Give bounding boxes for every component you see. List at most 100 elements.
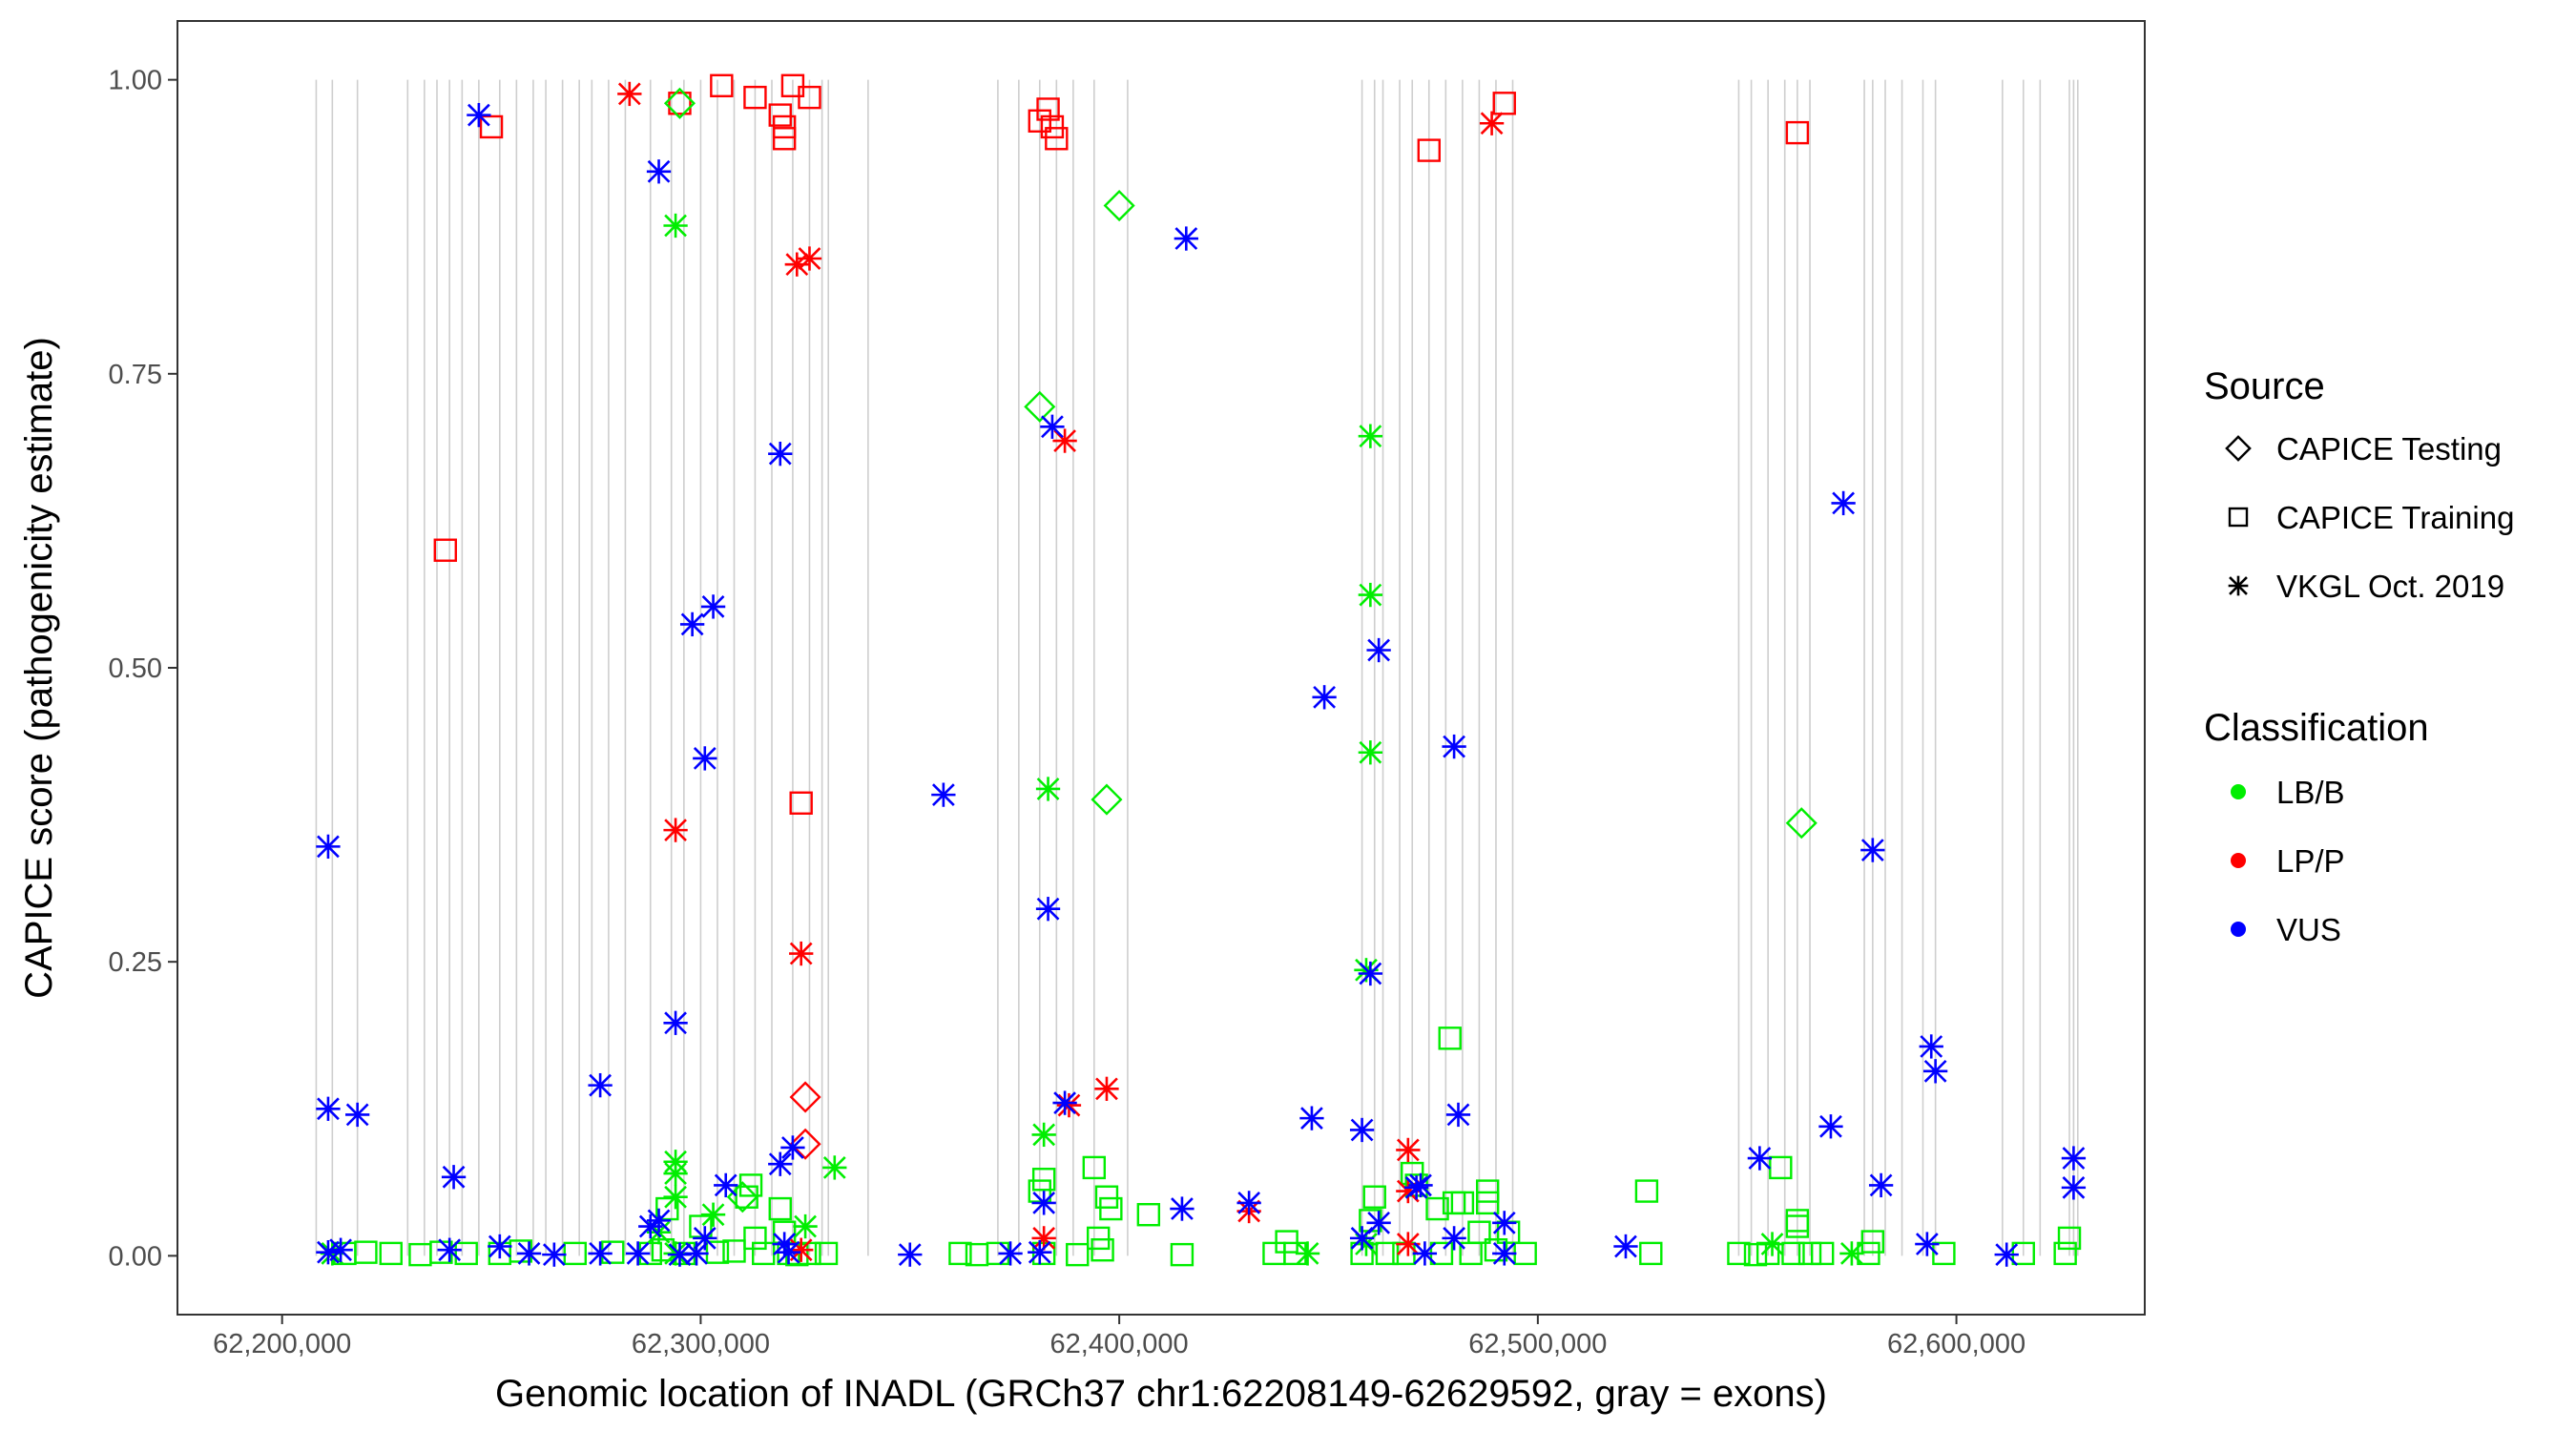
data-point [1295,1241,1320,1266]
data-point [789,1128,821,1160]
data-point [1450,1191,1475,1215]
y-axis-title: CAPICE score (pathogenicity estimate) [18,337,60,999]
data-point [379,1241,403,1266]
data-point [1035,897,1061,922]
legend-source-label: CAPICE Testing [2276,431,2502,467]
data-point [1476,1179,1500,1203]
data-point [772,114,797,139]
data-point [1492,1211,1517,1235]
data-point [316,1096,341,1121]
data-point [689,1214,713,1238]
data-point [1479,111,1505,135]
data-point [1035,777,1061,801]
data-point [617,81,642,107]
data-point [1467,1220,1491,1244]
data-point [714,1172,738,1198]
data-point [768,1151,793,1176]
data-point [1362,1185,1386,1209]
data-point [768,441,793,467]
data-point [1922,1059,1948,1084]
data-point [1174,226,1198,251]
data-point [1028,1179,1051,1203]
data-point [1932,1241,1956,1266]
data-point [931,782,956,807]
data-point [668,92,692,115]
data-point [1818,1114,1843,1139]
data-point [1412,1241,1438,1266]
data-points [316,73,2087,1267]
data-point [1031,1168,1056,1192]
data-point [948,1241,972,1266]
data-point [1086,1226,1111,1251]
data-point [625,1241,651,1266]
data-point [700,1202,726,1227]
data-point [542,1242,567,1267]
data-point [1839,1241,1864,1266]
x-tick-label: 62,600,000 [1887,1329,2025,1359]
data-point [1040,114,1065,139]
data-point [1349,1117,1375,1143]
data-point [1170,1242,1195,1267]
data-point [663,1161,688,1186]
data-point [646,1208,672,1234]
data-point [1831,490,1856,516]
data-point [793,1213,818,1239]
data-point [1915,1232,1940,1256]
data-point [1639,1241,1663,1266]
data-point [1358,582,1383,608]
legend-key-dot [2231,784,2246,799]
data-point [663,818,688,842]
data-point [1036,97,1060,121]
data-point [998,1241,1023,1266]
legend-key-diamond [2225,435,2252,462]
data-point [1349,1226,1375,1251]
data-point [588,1072,613,1098]
data-point [328,1237,353,1262]
x-axis-title: Genomic location of INADL (GRCh37 chr1:6… [495,1373,1827,1415]
y-tick-label: 0.25 [109,947,162,978]
data-point [1028,1240,1052,1265]
data-point [437,1237,462,1262]
data-point [1743,1242,1768,1267]
data-point [1299,1106,1324,1130]
data-point [655,1196,679,1221]
data-point [1103,189,1135,222]
data-point [1408,1172,1433,1198]
data-point [1045,127,1069,151]
data-point [797,246,822,271]
data-point [441,1165,467,1190]
data-point [1442,734,1466,759]
y-tick-label: 1.00 [109,66,162,96]
legend-classification-label: LB/B [2276,775,2345,810]
data-point [1066,1242,1090,1267]
data-point [1052,1090,1077,1115]
data-point [663,1185,688,1210]
legend-key-asterisk [2228,575,2249,596]
x-tick-label: 62,500,000 [1468,1329,1607,1359]
data-point [1919,1034,1943,1059]
data-point [1136,1203,1161,1227]
y-tick-label: 0.50 [109,653,162,684]
data-point [1634,1179,1659,1203]
data-point [710,73,734,98]
data-point [1091,783,1123,816]
data-point [789,1237,814,1262]
legend-source-label: VKGL Oct. 2019 [2276,569,2504,604]
data-point [1613,1234,1638,1259]
data-point [768,1196,792,1221]
data-point [646,159,672,184]
data-point [684,1241,709,1266]
data-point [772,127,797,151]
data-point [1759,1232,1785,1256]
data-point [679,612,705,637]
data-point [822,1155,847,1180]
data-point [1785,120,1810,145]
data-point [1028,109,1051,133]
legend-key-dot [2231,853,2246,868]
data-point [1492,1241,1517,1266]
data-point [516,1241,542,1266]
legend: Source CAPICE Testing CAPICE Training VKGL… [2204,365,2514,947]
legend-classification-title: Classification [2204,707,2429,749]
data-point [1797,1241,1822,1266]
